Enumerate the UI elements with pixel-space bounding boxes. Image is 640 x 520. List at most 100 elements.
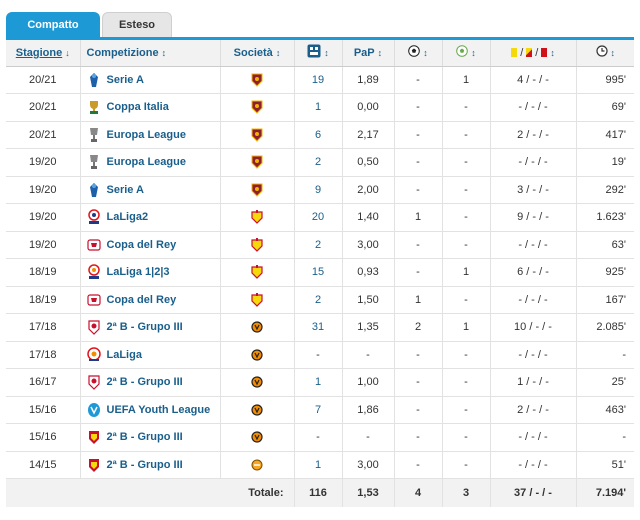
- competition-link[interactable]: 2ª B - Grupo III: [106, 431, 183, 444]
- appearances-cell[interactable]: 1: [294, 368, 343, 397]
- competition-link[interactable]: Coppa Italia: [106, 101, 169, 114]
- club-valencia-icon[interactable]: [251, 403, 263, 417]
- club-valencia-icon[interactable]: [251, 320, 263, 334]
- ppg-cell: 1,35: [342, 313, 395, 342]
- sort-icon: ↕: [161, 47, 167, 58]
- table-row: 19/20 Copa del Rey 2 3,00- - - / - / -63': [6, 231, 634, 259]
- club-murcia-icon[interactable]: [251, 237, 263, 252]
- header-season-label: Stagione: [15, 46, 63, 59]
- table-row: 20/21 Europa League 6 2,17- -2 / - / -417': [6, 121, 634, 149]
- competition-link[interactable]: LaLiga: [106, 348, 142, 361]
- club-valencia-b-icon[interactable]: [251, 458, 263, 472]
- header-club-label: Società: [233, 46, 273, 59]
- ppg-cell: 0,50: [342, 148, 395, 177]
- season-cell: 15/16: [6, 396, 81, 424]
- club-roma-icon[interactable]: [251, 128, 263, 142]
- cards-cell: 10 / - / -: [490, 313, 577, 342]
- competition-link[interactable]: Serie A: [106, 183, 145, 196]
- table-row: 14/15 2ª B - Grupo III 1 3,00- - - / - / -51': [6, 451, 634, 479]
- competition-link[interactable]: 2ª B - Grupo III: [106, 376, 183, 389]
- appearances-cell[interactable]: 31: [294, 313, 343, 342]
- header-competition[interactable]: Competizione ↕: [80, 40, 221, 67]
- club-roma-icon[interactable]: [251, 100, 263, 114]
- club-valencia-icon[interactable]: [251, 430, 263, 444]
- appearances-cell[interactable]: 2: [294, 148, 343, 177]
- ppg-cell: 1,50: [342, 286, 395, 314]
- club-murcia-icon[interactable]: [251, 292, 263, 307]
- goals-cell: 1: [394, 286, 443, 314]
- competition-cell: 2ª B - Grupo III: [80, 313, 221, 342]
- season-cell: 19/20: [6, 148, 81, 177]
- season-cell: 18/19: [6, 286, 81, 314]
- assists-cell: -: [442, 341, 491, 369]
- appearances-cell[interactable]: 7: [294, 396, 343, 424]
- appearances-cell[interactable]: 15: [294, 258, 343, 287]
- header-club[interactable]: Società ↕: [220, 40, 295, 67]
- club-cell: [220, 176, 295, 204]
- assists-cell: 1: [442, 258, 491, 287]
- competition-link[interactable]: UEFA Youth League: [106, 403, 211, 416]
- season-cell: 17/18: [6, 313, 81, 342]
- club-cell: [220, 93, 295, 122]
- appearances-cell[interactable]: 9: [294, 176, 343, 204]
- minutes-cell: 25': [576, 368, 634, 397]
- competition-link[interactable]: Europa League: [106, 156, 186, 169]
- assists-cell: -: [442, 93, 491, 122]
- cards-cell: 3 / - / -: [490, 176, 577, 204]
- sort-icon: ↕: [324, 47, 329, 58]
- club-murcia-icon[interactable]: [251, 210, 263, 225]
- competition-link[interactable]: 2ª B - Grupo III: [106, 321, 183, 334]
- appearances-cell[interactable]: 6: [294, 121, 343, 149]
- competition-link[interactable]: Copa del Rey: [106, 238, 177, 251]
- competition-link[interactable]: LaLiga2: [106, 211, 149, 224]
- season-cell: 20/21: [6, 121, 81, 149]
- competition-cell: Serie A: [80, 176, 221, 204]
- header-assists[interactable]: ↕: [442, 40, 491, 67]
- season-cell: 20/21: [6, 93, 81, 122]
- ppg-cell: 2,17: [342, 121, 395, 149]
- appearances-cell[interactable]: 1: [294, 93, 343, 122]
- club-murcia-icon[interactable]: [251, 265, 263, 280]
- club-roma-icon[interactable]: [251, 73, 263, 87]
- appearances-cell: -: [294, 341, 343, 369]
- appearances-cell[interactable]: 2: [294, 231, 343, 259]
- competition-cell: Serie A: [80, 66, 221, 94]
- competition-link[interactable]: 2ª B - Grupo III: [106, 458, 183, 471]
- segunda-b-logo-icon: [87, 374, 101, 391]
- appearances-cell[interactable]: 19: [294, 66, 343, 94]
- table-row: 19/20 LaLiga2 20 1,40 1-9 / - / -1.623': [6, 203, 634, 232]
- ppg-cell: -: [342, 341, 395, 369]
- goals-cell: -: [394, 93, 443, 122]
- header-cards[interactable]: / / ↕: [490, 40, 577, 67]
- competition-link[interactable]: Serie A: [106, 73, 145, 86]
- club-valencia-icon[interactable]: [251, 375, 263, 389]
- header-goals[interactable]: ↕: [394, 40, 443, 67]
- competition-cell: Copa del Rey: [80, 286, 221, 314]
- goals-cell: -: [394, 451, 443, 479]
- competition-link[interactable]: Copa del Rey: [106, 293, 177, 306]
- club-roma-icon[interactable]: [251, 155, 263, 169]
- appearances-cell[interactable]: 2: [294, 286, 343, 314]
- cards-cell: 1 / - / -: [490, 368, 577, 397]
- competition-cell: UEFA Youth League: [80, 396, 221, 424]
- club-roma-icon[interactable]: [251, 183, 263, 197]
- season-cell: 17/18: [6, 341, 81, 369]
- minutes-cell: -: [576, 341, 634, 369]
- header-appearances[interactable]: ↕: [294, 40, 343, 67]
- goals-cell: -: [394, 423, 443, 452]
- appearances-cell[interactable]: 1: [294, 451, 343, 479]
- minutes-cell: 69': [576, 93, 634, 122]
- header-ppg[interactable]: PaP ↕: [342, 40, 395, 67]
- appearances-cell[interactable]: 20: [294, 203, 343, 232]
- minutes-cell: 63': [576, 231, 634, 259]
- tab-compatto[interactable]: Compatto: [6, 12, 100, 37]
- header-minutes[interactable]: ↕: [576, 40, 634, 67]
- cards-cell: - / - / -: [490, 93, 577, 122]
- tab-esteso[interactable]: Esteso: [102, 12, 172, 37]
- club-cell: [220, 313, 295, 342]
- club-valencia-icon[interactable]: [251, 348, 263, 362]
- header-season[interactable]: Stagione ↓: [6, 40, 81, 67]
- club-cell: [220, 368, 295, 397]
- competition-link[interactable]: LaLiga 1|2|3: [106, 266, 170, 279]
- competition-link[interactable]: Europa League: [106, 128, 186, 141]
